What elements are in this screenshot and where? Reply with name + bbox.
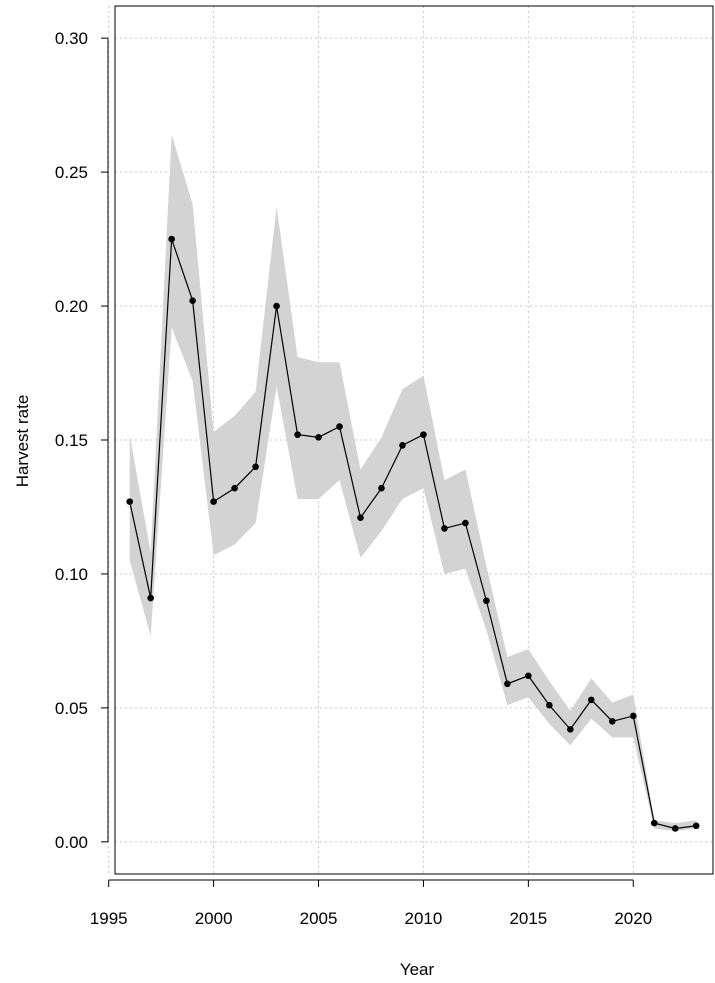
data-point (168, 235, 175, 243)
data-point (357, 514, 364, 521)
data-point (546, 701, 553, 709)
data-point (504, 680, 511, 688)
x-axis-title: Year (400, 960, 435, 979)
x-tick-label: 2010 (405, 909, 443, 928)
data-point (420, 431, 427, 438)
data-point (294, 431, 301, 438)
y-tick-label: 0.25 (55, 163, 88, 182)
plot-frame (114, 5, 714, 875)
confidence-band (129, 134, 697, 832)
data-point (441, 525, 448, 532)
data-point (567, 726, 574, 733)
y-tick-label: 0.00 (55, 833, 88, 852)
data-point (650, 819, 658, 827)
data-point (210, 498, 217, 505)
harvest-rate-line (129, 238, 697, 830)
data-point (189, 297, 196, 304)
data-point (588, 696, 595, 704)
data-point (525, 672, 532, 680)
y-tick-label: 0.15 (55, 431, 88, 450)
data-point (399, 442, 406, 449)
data-point (608, 717, 616, 725)
data-point (378, 484, 385, 492)
x-tick-label: 2005 (300, 909, 338, 928)
x-axis: 1995 2000 2005 2010 2015 2020 (90, 879, 652, 928)
data-point (273, 302, 280, 310)
y-axis-title: Harvest rate (13, 395, 32, 488)
y-axis: 0.00 0.05 0.10 0.15 0.20 0.25 0.30 (55, 29, 109, 852)
y-tick-label: 0.10 (55, 565, 88, 584)
data-point (629, 712, 637, 720)
data-point (252, 463, 259, 471)
data-point (336, 423, 343, 430)
x-tick-label: 2020 (614, 909, 652, 928)
data-point (462, 519, 469, 527)
data-point (315, 434, 322, 441)
y-tick-label: 0.05 (55, 699, 88, 718)
x-tick-label: 1995 (90, 909, 128, 928)
data-points (126, 235, 700, 832)
data-point (126, 498, 133, 505)
data-point (692, 822, 700, 830)
x-tick-label: 2000 (195, 909, 233, 928)
y-tick-label: 0.30 (55, 29, 88, 48)
x-tick-label: 2015 (509, 909, 547, 928)
data-point (231, 484, 238, 492)
y-tick-label: 0.20 (55, 297, 88, 316)
data-point (147, 594, 154, 602)
data-point (483, 597, 490, 605)
data-point (671, 825, 679, 832)
